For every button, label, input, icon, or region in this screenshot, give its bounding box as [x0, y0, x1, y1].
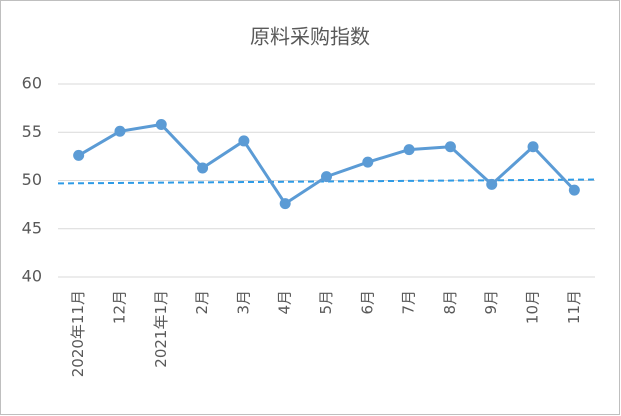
y-tick-label: 40 — [22, 267, 42, 286]
x-tick-label: 12月 — [110, 290, 128, 324]
x-tick-label: 10月 — [524, 290, 542, 324]
x-tick-label: 8月 — [441, 290, 459, 315]
marker — [403, 144, 415, 156]
marker — [197, 162, 209, 174]
x-tick-label: 2020年11月 — [69, 290, 87, 377]
x-tick-label: 4月 — [276, 290, 294, 315]
x-tick-label: 7月 — [400, 290, 418, 315]
x-tick-label: 5月 — [317, 290, 335, 315]
marker — [568, 184, 580, 196]
y-tick-label: 50 — [22, 170, 42, 189]
chart-title: 原料采购指数 — [250, 25, 370, 49]
x-tick-label: 3月 — [234, 290, 252, 315]
marker — [444, 141, 456, 153]
marker — [362, 156, 374, 168]
marker — [73, 149, 85, 161]
y-tick-label: 60 — [22, 74, 42, 93]
marker — [238, 135, 250, 147]
x-tick-label: 11月 — [565, 290, 583, 324]
marker — [279, 198, 291, 210]
x-tick-label: 2月 — [193, 290, 211, 315]
marker — [486, 178, 498, 190]
x-tick-label: 6月 — [358, 290, 376, 315]
y-tick-label: 45 — [22, 218, 42, 237]
marker — [527, 141, 539, 153]
marker — [155, 119, 167, 131]
x-tick-label: 9月 — [482, 290, 500, 315]
marker — [114, 125, 126, 137]
x-tick-label: 2021年1月 — [152, 290, 170, 368]
y-tick-label: 55 — [22, 122, 42, 141]
marker — [321, 171, 332, 183]
